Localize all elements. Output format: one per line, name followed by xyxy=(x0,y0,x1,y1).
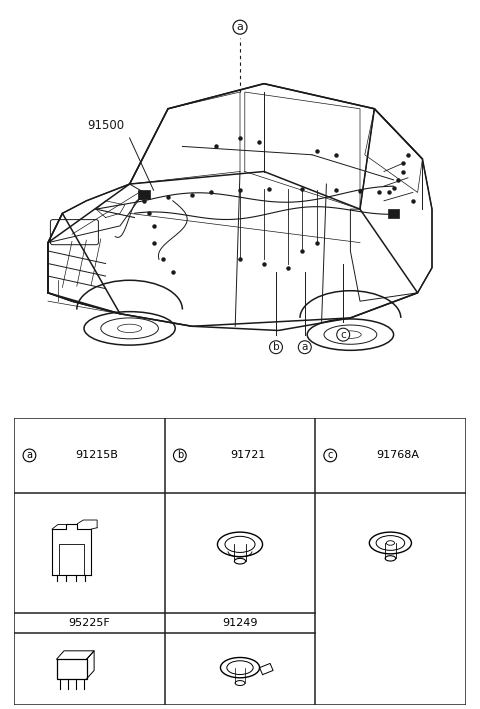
Text: 91249: 91249 xyxy=(222,618,258,627)
Text: c: c xyxy=(327,450,333,460)
FancyBboxPatch shape xyxy=(138,190,150,199)
Text: 91768A: 91768A xyxy=(376,450,420,460)
FancyBboxPatch shape xyxy=(388,209,399,218)
Text: c: c xyxy=(340,330,346,340)
Text: a: a xyxy=(26,450,33,460)
Text: 91721: 91721 xyxy=(230,450,265,460)
Text: 91500: 91500 xyxy=(87,119,124,132)
Text: b: b xyxy=(177,450,183,460)
Text: 95225F: 95225F xyxy=(69,618,110,627)
Text: b: b xyxy=(273,342,279,352)
Text: 91215B: 91215B xyxy=(76,450,119,460)
Text: a: a xyxy=(237,22,243,32)
Text: a: a xyxy=(301,342,308,352)
